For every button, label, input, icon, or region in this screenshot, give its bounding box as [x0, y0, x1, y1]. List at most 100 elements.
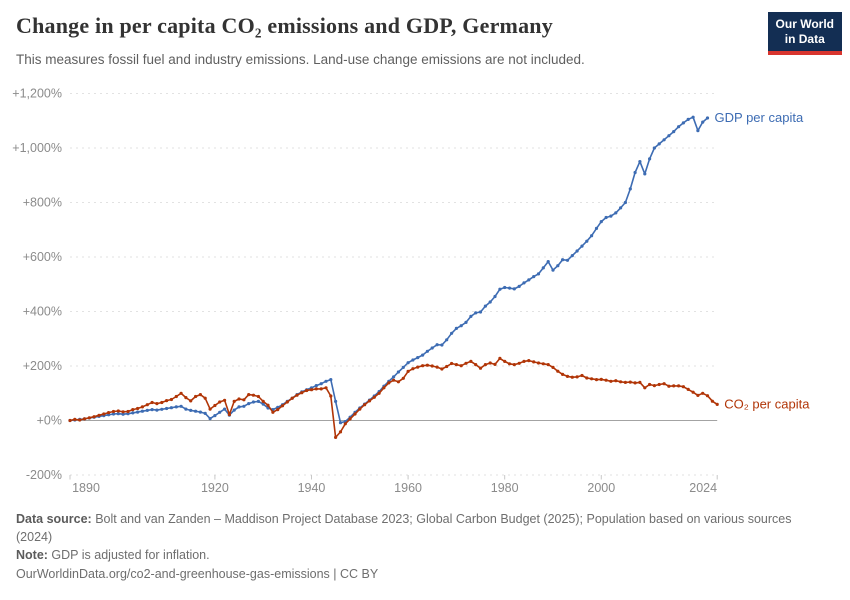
co2-point — [585, 376, 589, 380]
co2-point — [242, 398, 246, 402]
co2-point — [517, 361, 521, 365]
co2-point — [498, 356, 502, 360]
footer-citation: OurWorldinData.org/co2-and-greenhouse-ga… — [16, 566, 811, 584]
gdp-point — [594, 226, 599, 230]
co2-point — [285, 400, 289, 404]
co2-point — [256, 394, 260, 399]
gdp-point — [107, 413, 111, 417]
co2-point — [295, 393, 299, 397]
footer-datasource-text: Bolt and van Zanden – Maddison Project D… — [16, 512, 792, 544]
co2-point — [198, 393, 202, 397]
gdp-point — [459, 324, 463, 328]
co2-point — [343, 422, 347, 426]
gdp-point — [425, 349, 429, 353]
co2-point — [160, 400, 164, 405]
co2-point — [561, 372, 565, 376]
gdp-point — [614, 211, 618, 215]
y-axis-tick-label: +600% — [23, 250, 62, 264]
gdp-point — [575, 249, 579, 253]
co2-point — [633, 381, 637, 385]
gdp-point — [116, 412, 120, 416]
footer-datasource: Data source: Bolt and van Zanden – Maddi… — [16, 511, 811, 546]
gdp-point — [194, 409, 198, 413]
co2-point — [305, 388, 309, 393]
co2-point — [507, 362, 512, 366]
x-axis-tick-label: 1940 — [298, 481, 326, 495]
co2-point — [503, 359, 507, 363]
co2-point — [488, 361, 492, 365]
x-axis-tick-label: 1960 — [394, 481, 422, 495]
co2-point — [208, 407, 212, 411]
co2-point — [309, 388, 314, 392]
gdp-series[interactable]: GDP per capita — [68, 110, 804, 425]
gdp-point — [189, 408, 193, 412]
gdp-point — [155, 408, 159, 412]
co2-point — [87, 416, 91, 420]
gdp-point — [672, 130, 676, 134]
x-axis-tick-label: 2000 — [587, 481, 615, 495]
gdp-point — [324, 379, 328, 383]
gdp-point — [440, 343, 444, 347]
co2-point — [363, 403, 367, 407]
co2-point — [237, 397, 241, 401]
co2-point — [672, 384, 676, 388]
gdp-point — [251, 400, 256, 404]
co2-point — [715, 402, 719, 406]
co2-series[interactable]: CO₂ per capita — [68, 356, 810, 439]
co2-point — [565, 374, 570, 378]
co2-point — [652, 384, 657, 388]
co2-point — [189, 399, 193, 403]
footer-url-link[interactable]: OurWorldinData.org/co2-and-greenhouse-ga… — [16, 566, 330, 581]
gdp-point — [701, 120, 705, 124]
co2-point — [623, 380, 628, 384]
gdp-point — [338, 421, 343, 425]
gdp-point — [623, 200, 628, 205]
co2-point — [367, 399, 372, 403]
gdp-point — [648, 157, 652, 161]
co2-point — [401, 376, 405, 380]
gdp-point — [681, 121, 686, 125]
gdp-point — [604, 215, 608, 220]
co2-point — [266, 403, 270, 407]
co2-point — [271, 410, 275, 414]
co2-point — [450, 361, 454, 366]
gdp-point — [131, 411, 135, 415]
co2-point — [425, 363, 429, 367]
gdp-point — [421, 353, 425, 357]
gdp-point — [392, 375, 396, 379]
gdp-point — [541, 266, 545, 270]
co2-point — [213, 403, 217, 408]
gdp-point — [169, 406, 173, 410]
co2-point — [483, 363, 487, 367]
gdp-point — [203, 411, 207, 415]
co2-point — [667, 384, 671, 388]
gdp-point — [686, 117, 690, 121]
co2-point — [116, 409, 120, 413]
co2-point — [169, 397, 173, 402]
co2-point — [474, 363, 478, 367]
co2-point — [155, 402, 159, 406]
gdp-point — [150, 408, 154, 412]
co2-point — [686, 387, 690, 391]
co2-point — [657, 382, 661, 387]
gdp-point — [174, 405, 178, 409]
gdp-point — [532, 275, 536, 279]
gdp-point — [213, 414, 217, 418]
co2-point — [454, 363, 458, 367]
gdp-point — [416, 356, 420, 360]
co2-point — [464, 361, 468, 365]
y-axis-tick-label: -200% — [26, 468, 62, 482]
co2-point — [411, 367, 415, 371]
y-axis-tick-label: +800% — [23, 196, 62, 210]
gdp-point — [319, 382, 323, 386]
gdp-point — [633, 170, 637, 175]
owid-logo[interactable]: Our World in Data — [767, 12, 842, 55]
co2-point — [628, 380, 632, 384]
co2-point — [319, 387, 323, 391]
co2-point — [696, 393, 700, 397]
owid-logo-line1: Our World — [775, 17, 834, 31]
gdp-point — [643, 172, 647, 176]
co2-point — [276, 408, 280, 412]
